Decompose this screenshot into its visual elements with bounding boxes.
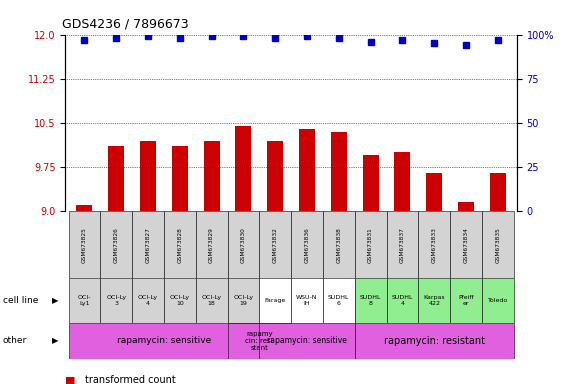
- Text: GSM673835: GSM673835: [495, 227, 500, 263]
- Bar: [260, 211, 291, 278]
- Bar: [268, 141, 283, 211]
- Text: GSM673838: GSM673838: [336, 227, 341, 263]
- Bar: [458, 202, 474, 211]
- Text: GSM673837: GSM673837: [400, 227, 405, 263]
- Bar: [164, 211, 196, 278]
- Text: SUDHL
8: SUDHL 8: [360, 295, 381, 306]
- Bar: [172, 146, 188, 211]
- Text: ■: ■: [65, 375, 76, 384]
- Text: GSM673827: GSM673827: [145, 227, 151, 263]
- Bar: [394, 152, 410, 211]
- Text: OCI-Ly
10: OCI-Ly 10: [170, 295, 190, 306]
- Text: GSM673831: GSM673831: [368, 227, 373, 263]
- Bar: [140, 141, 156, 211]
- Text: GSM673825: GSM673825: [82, 227, 87, 263]
- Bar: [108, 146, 124, 211]
- Bar: [386, 278, 418, 323]
- Bar: [354, 323, 513, 359]
- Text: GDS4236 / 7896673: GDS4236 / 7896673: [62, 18, 189, 31]
- Text: GSM673829: GSM673829: [209, 227, 214, 263]
- Text: GSM673830: GSM673830: [241, 227, 246, 263]
- Text: Farage: Farage: [265, 298, 286, 303]
- Bar: [204, 141, 220, 211]
- Bar: [426, 173, 442, 211]
- Bar: [196, 211, 228, 278]
- Bar: [450, 211, 482, 278]
- Bar: [490, 173, 506, 211]
- Bar: [69, 278, 101, 323]
- Text: OCI-
Ly1: OCI- Ly1: [78, 295, 91, 306]
- Bar: [228, 323, 291, 359]
- Bar: [482, 278, 513, 323]
- Bar: [362, 155, 378, 211]
- Text: rapamycin: resistant: rapamycin: resistant: [384, 336, 485, 346]
- Bar: [450, 278, 482, 323]
- Bar: [236, 126, 252, 211]
- Bar: [260, 323, 354, 359]
- Text: rapamy
cin: resi
stant: rapamy cin: resi stant: [245, 331, 273, 351]
- Text: GSM673826: GSM673826: [114, 227, 119, 263]
- Text: GSM673828: GSM673828: [177, 227, 182, 263]
- Bar: [101, 278, 132, 323]
- Bar: [132, 211, 164, 278]
- Bar: [164, 278, 196, 323]
- Bar: [132, 278, 164, 323]
- Bar: [354, 278, 386, 323]
- Text: SUDHL
6: SUDHL 6: [328, 295, 349, 306]
- Bar: [228, 211, 260, 278]
- Bar: [291, 211, 323, 278]
- Bar: [331, 132, 346, 211]
- Bar: [196, 278, 228, 323]
- Text: ▶: ▶: [52, 296, 59, 305]
- Bar: [418, 278, 450, 323]
- Bar: [323, 278, 354, 323]
- Text: GSM673834: GSM673834: [463, 227, 469, 263]
- Text: OCI-Ly
18: OCI-Ly 18: [202, 295, 222, 306]
- Text: rapamycin: sensitive: rapamycin: sensitive: [267, 336, 347, 345]
- Text: Pfeiff
er: Pfeiff er: [458, 295, 474, 306]
- Text: rapamycin: sensitive: rapamycin: sensitive: [117, 336, 211, 345]
- Text: Toledo: Toledo: [488, 298, 508, 303]
- Bar: [482, 211, 513, 278]
- Bar: [228, 278, 260, 323]
- Text: OCI-Ly
19: OCI-Ly 19: [233, 295, 253, 306]
- Text: other: other: [3, 336, 27, 345]
- Bar: [354, 211, 386, 278]
- Bar: [386, 211, 418, 278]
- Text: OCI-Ly
3: OCI-Ly 3: [106, 295, 126, 306]
- Text: cell line: cell line: [3, 296, 38, 305]
- Bar: [101, 211, 132, 278]
- Bar: [418, 211, 450, 278]
- Text: WSU-N
IH: WSU-N IH: [296, 295, 318, 306]
- Bar: [291, 278, 323, 323]
- Text: GSM673836: GSM673836: [304, 227, 310, 263]
- Bar: [69, 211, 101, 278]
- Bar: [77, 205, 93, 211]
- Text: ▶: ▶: [52, 336, 59, 345]
- Text: OCI-Ly
4: OCI-Ly 4: [138, 295, 158, 306]
- Bar: [299, 129, 315, 211]
- Text: GSM673833: GSM673833: [432, 227, 437, 263]
- Text: transformed count: transformed count: [85, 375, 176, 384]
- Text: GSM673832: GSM673832: [273, 227, 278, 263]
- Text: Karpas
422: Karpas 422: [423, 295, 445, 306]
- Bar: [323, 211, 354, 278]
- Text: SUDHL
4: SUDHL 4: [392, 295, 413, 306]
- Bar: [260, 278, 291, 323]
- Bar: [69, 323, 260, 359]
